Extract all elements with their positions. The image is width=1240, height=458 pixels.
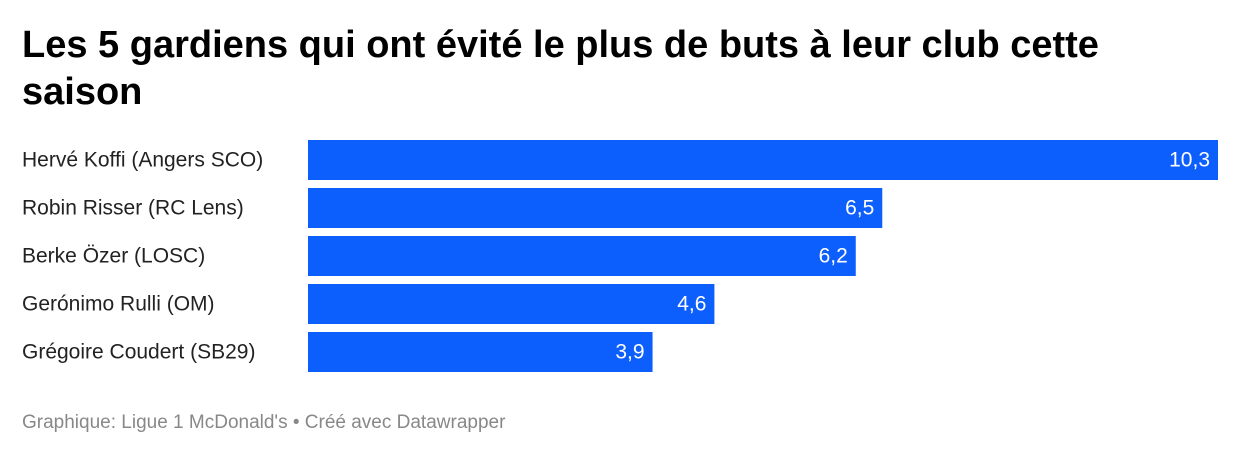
value-label: 6,5 bbox=[845, 197, 874, 220]
bar bbox=[308, 140, 1218, 180]
chart-title: Les 5 gardiens qui ont évité le plus de … bbox=[22, 24, 1099, 113]
category-label: Hervé Koffi (Angers SCO) bbox=[22, 149, 263, 172]
value-label: 4,6 bbox=[677, 293, 706, 316]
value-label: 3,9 bbox=[615, 341, 644, 364]
bar bbox=[308, 236, 856, 276]
value-label: 6,2 bbox=[819, 245, 848, 268]
bar bbox=[308, 332, 653, 372]
category-label: Berke Özer (LOSC) bbox=[22, 245, 205, 268]
bar bbox=[308, 284, 715, 324]
category-label: Gerónimo Rulli (OM) bbox=[22, 293, 215, 316]
footer: Graphique: Ligue 1 McDonald's • Créé ave… bbox=[22, 412, 506, 433]
category-label: Grégoire Coudert (SB29) bbox=[22, 341, 255, 364]
category-label: Robin Risser (RC Lens) bbox=[22, 197, 244, 220]
value-label: 10,3 bbox=[1169, 149, 1210, 172]
chart: Hervé Koffi (Angers SCO) 10,3 Robin Risser… bbox=[22, 140, 1218, 372]
bar bbox=[308, 188, 883, 228]
